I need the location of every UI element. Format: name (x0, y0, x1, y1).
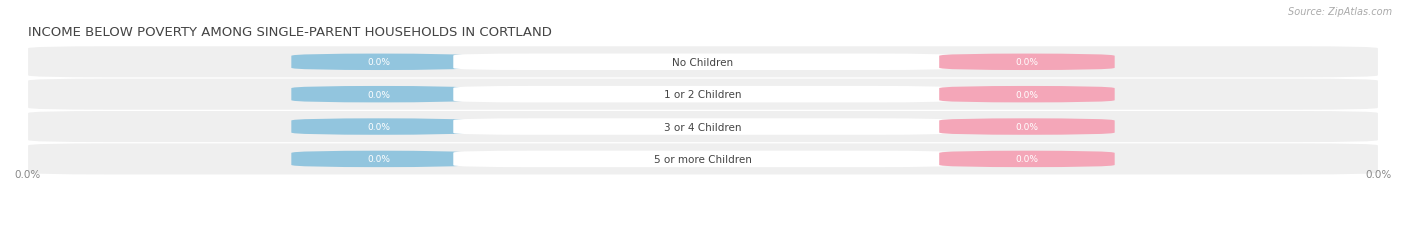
FancyBboxPatch shape (291, 54, 467, 71)
Text: 0.0%: 0.0% (1015, 155, 1039, 164)
Text: Source: ZipAtlas.com: Source: ZipAtlas.com (1288, 7, 1392, 17)
Text: 0.0%: 0.0% (1015, 122, 1039, 131)
Text: 0.0%: 0.0% (367, 122, 391, 131)
FancyBboxPatch shape (28, 47, 1378, 78)
Text: 0.0%: 0.0% (1015, 58, 1039, 67)
Text: 0.0%: 0.0% (1015, 90, 1039, 99)
Text: 0.0%: 0.0% (367, 58, 391, 67)
Text: 5 or more Children: 5 or more Children (654, 154, 752, 164)
FancyBboxPatch shape (28, 144, 1378, 175)
FancyBboxPatch shape (28, 79, 1378, 110)
FancyBboxPatch shape (453, 119, 953, 135)
Text: 0.0%: 0.0% (367, 155, 391, 164)
FancyBboxPatch shape (28, 112, 1378, 143)
FancyBboxPatch shape (453, 87, 953, 103)
Text: 1 or 2 Children: 1 or 2 Children (664, 90, 742, 100)
FancyBboxPatch shape (453, 151, 953, 167)
Text: INCOME BELOW POVERTY AMONG SINGLE-PARENT HOUSEHOLDS IN CORTLAND: INCOME BELOW POVERTY AMONG SINGLE-PARENT… (28, 26, 553, 39)
FancyBboxPatch shape (939, 119, 1115, 135)
Text: 0.0%: 0.0% (367, 90, 391, 99)
Legend: Single Father, Single Mother: Single Father, Single Mother (607, 229, 799, 231)
FancyBboxPatch shape (291, 119, 467, 135)
FancyBboxPatch shape (291, 87, 467, 103)
FancyBboxPatch shape (939, 54, 1115, 71)
Text: 0.0%: 0.0% (1365, 169, 1392, 179)
Text: No Children: No Children (672, 58, 734, 67)
Text: 3 or 4 Children: 3 or 4 Children (664, 122, 742, 132)
Text: 0.0%: 0.0% (14, 169, 41, 179)
FancyBboxPatch shape (291, 151, 467, 167)
FancyBboxPatch shape (939, 151, 1115, 167)
FancyBboxPatch shape (939, 87, 1115, 103)
FancyBboxPatch shape (453, 54, 953, 71)
